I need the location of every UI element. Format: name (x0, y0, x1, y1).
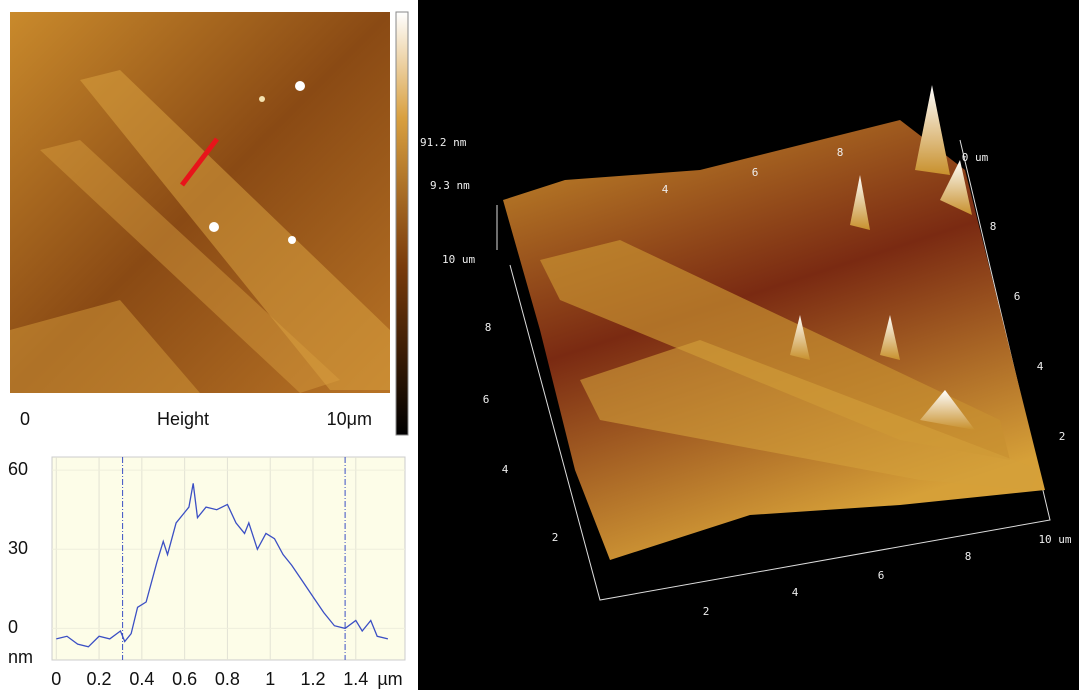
particle (295, 81, 305, 91)
profile-line (180, 137, 219, 187)
scale-start: 0 (20, 409, 30, 429)
y-axis-label: nm (8, 647, 33, 667)
axis-label: 8 (837, 146, 844, 159)
x-tick-label: 0.6 (172, 669, 197, 689)
color-bar (395, 11, 409, 436)
axis-label: 4 (662, 183, 669, 196)
particle (259, 96, 265, 102)
x-tick-label: 1 (265, 669, 275, 689)
particle (288, 236, 296, 244)
ridge (580, 340, 1040, 490)
axis-label: 2 (552, 531, 559, 544)
profile-line (56, 483, 389, 648)
ridge (40, 140, 340, 393)
ridge (80, 70, 390, 390)
x-tick-label: 0.2 (87, 669, 112, 689)
axis-label: 0 um (962, 151, 989, 164)
axis-label: 2 (1059, 430, 1066, 443)
x-tick-label: 0.8 (215, 669, 240, 689)
particle (209, 222, 219, 232)
channel-label: Height (157, 409, 209, 429)
axis-label: 8 (485, 321, 492, 334)
peak (880, 315, 900, 360)
afm-image: 0 Height 10μm (10, 11, 409, 436)
axis-label: 10 um (442, 253, 475, 266)
x-tick-label: 0 (51, 669, 61, 689)
axis-label: 6 (483, 393, 490, 406)
y-tick-label: 30 (8, 538, 28, 558)
x-tick-label: 1.2 (300, 669, 325, 689)
y-tick-label: 0 (8, 617, 18, 637)
peak (915, 85, 950, 175)
axis-label: 6 (752, 166, 759, 179)
axis-label: 4 (792, 586, 799, 599)
axis-label: 10 um (1038, 533, 1071, 546)
axis-label: 8 (990, 220, 997, 233)
axis-label: 9.3 nm (430, 179, 470, 192)
peak (920, 390, 975, 430)
y-tick-label: 60 (8, 459, 28, 479)
axis-label: 2 (703, 605, 710, 618)
peak (850, 175, 870, 230)
x-axis-label: µm (377, 669, 402, 689)
axis-label: 91.2 nm (420, 136, 467, 149)
plot-area (51, 456, 406, 661)
axis-label: 8 (965, 550, 972, 563)
ridge (540, 240, 1010, 460)
x-tick-label: 1.4 (343, 669, 368, 689)
peak (790, 315, 810, 360)
axis-label: 4 (1037, 360, 1044, 373)
profile-chart: 0 0.2 0.4 0.6 0.8 1 1.2 1.4 0 30 60 µm nm (8, 456, 406, 689)
scale-end: 10μm (327, 409, 372, 429)
axis-label: 6 (878, 569, 885, 582)
surface-3d: 91.2 nm 9.3 nm 10 um 8 6 4 2 2 4 6 8 10 um 2 4 6 8 0 um 4… (418, 0, 1079, 690)
axis-label: 6 (1014, 290, 1021, 303)
peak (940, 160, 972, 215)
x-tick-label: 0.4 (129, 669, 154, 689)
region (10, 300, 200, 393)
axis-label: 4 (502, 463, 509, 476)
